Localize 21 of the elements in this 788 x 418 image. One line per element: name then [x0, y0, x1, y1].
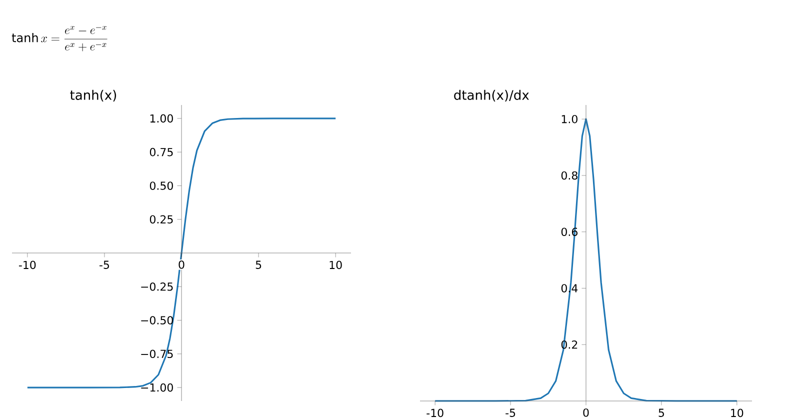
x-tick-label: -5 [100, 260, 109, 269]
y-tick-label: 1.00 [150, 114, 173, 123]
y-tick-label: 0.75 [150, 148, 173, 156]
y-tick-label: 0.8 [561, 171, 578, 180]
y-tick-label: 0.50 [150, 182, 173, 190]
text: $\tanh x = \frac{e^x - e^{-x}}{e^x + e^{-x}}$ [12, 26, 108, 52]
x-tick-label: 0 [178, 260, 184, 269]
x-tick-label: 5 [658, 408, 664, 417]
x-tick-label: -5 [506, 408, 516, 417]
x-tick-label: 10 [731, 408, 744, 418]
x-tick-label: 10 [330, 260, 342, 270]
x-tick-label: 0 [583, 408, 589, 417]
y-tick-label: −0.25 [141, 282, 173, 291]
x-tick-label: 5 [256, 260, 262, 269]
chart-title: tanh(x) [70, 90, 116, 102]
y-tick-label: 1.0 [562, 114, 578, 124]
x-tick-label: -10 [426, 408, 444, 418]
x-tick-label: -10 [18, 260, 36, 270]
y-tick-label: −1.00 [141, 383, 173, 392]
y-tick-label: 0.25 [150, 215, 173, 224]
chart-title: dtanh(x)/dx [454, 90, 529, 102]
